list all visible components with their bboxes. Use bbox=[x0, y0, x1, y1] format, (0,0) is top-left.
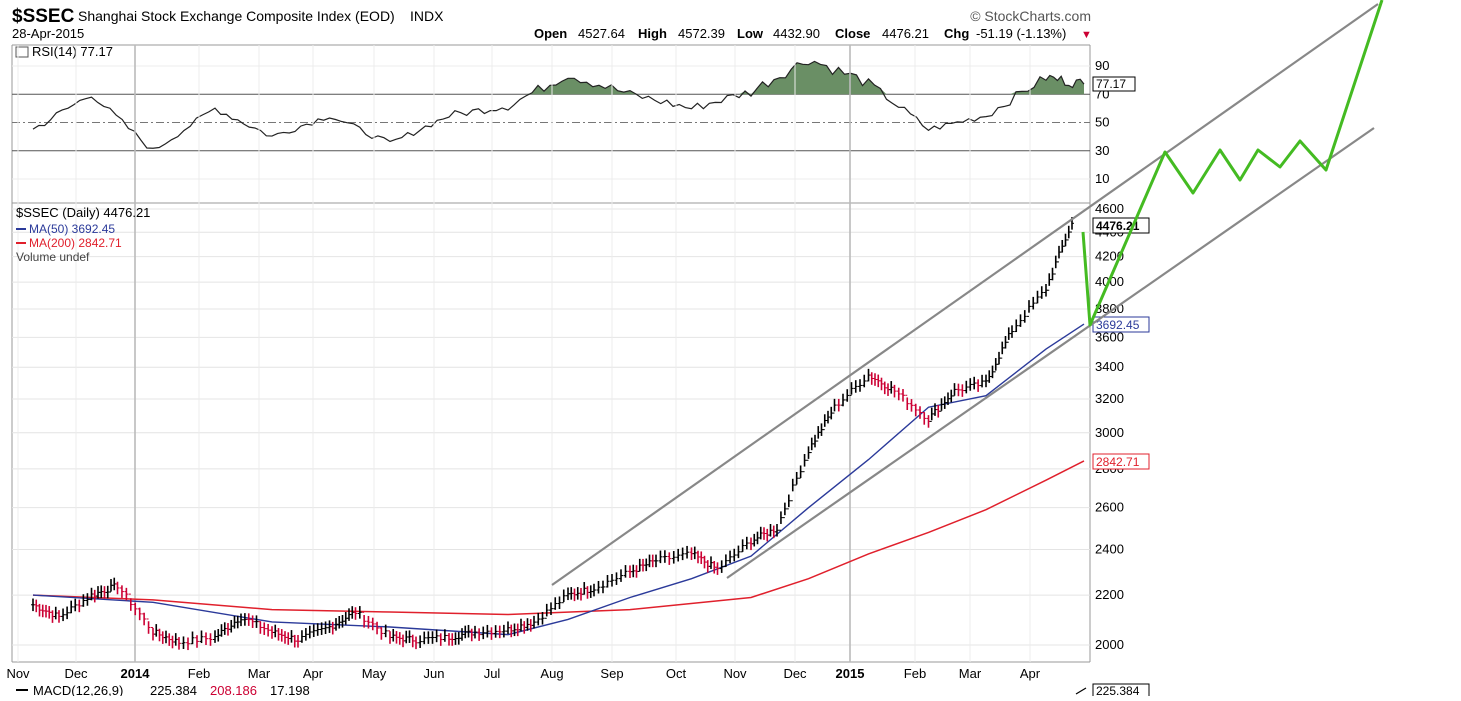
chart-header: $SSEC Shanghai Stock Exchange Composite … bbox=[12, 6, 1092, 41]
rsi-overbought-fill bbox=[33, 61, 1084, 95]
index-name: Shanghai Stock Exchange Composite Index … bbox=[78, 8, 395, 24]
price-tick-label: 3800 bbox=[1095, 301, 1124, 316]
time-tick-label: Dec bbox=[64, 666, 88, 681]
time-tick-label: Sep bbox=[600, 666, 623, 681]
rsi-legend: RSI(14) 77.17 bbox=[15, 44, 113, 59]
channel-upper-line bbox=[551, 3, 1379, 586]
rsi-tick-label: 10 bbox=[1095, 171, 1109, 186]
rsi-tick-label: 90 bbox=[1095, 58, 1109, 73]
rsi-tick-label: 50 bbox=[1095, 115, 1109, 130]
high-label: High bbox=[638, 26, 667, 41]
close-value: 4476.21 bbox=[882, 26, 929, 41]
time-tick-label: Feb bbox=[904, 666, 926, 681]
price-tick-label: 2600 bbox=[1095, 500, 1124, 515]
chg-value: -51.19 (-1.13%) bbox=[976, 26, 1066, 41]
macd-panel: MACD(12,26,9) 225.384 208.186 17.198 225… bbox=[16, 683, 1150, 699]
time-tick-label: Mar bbox=[248, 666, 271, 681]
time-tick-label: Feb bbox=[188, 666, 210, 681]
rsi-tag-box bbox=[1092, 76, 1136, 92]
macd-tag-text: 225.384 bbox=[1096, 684, 1140, 696]
ma50-legend: MA(50) 3692.45 bbox=[29, 222, 115, 236]
ma50-tag-text: 3692.45 bbox=[1096, 318, 1140, 332]
price-legend: $SSEC (Daily) 4476.21 MA(50) 3692.45 MA(… bbox=[16, 205, 150, 264]
time-tick-label: Jun bbox=[424, 666, 445, 681]
time-tick-label: Nov bbox=[6, 666, 30, 681]
projection-path bbox=[1081, 0, 1384, 327]
price-tick-label: 3400 bbox=[1095, 359, 1124, 374]
time-tick-label: Nov bbox=[723, 666, 747, 681]
price-bars bbox=[31, 217, 1074, 651]
price-tick-label: 3000 bbox=[1095, 425, 1124, 440]
price-legend-main: $SSEC (Daily) 4476.21 bbox=[16, 205, 150, 220]
time-tick-label: Oct bbox=[666, 666, 687, 681]
low-value: 4432.90 bbox=[773, 26, 820, 41]
time-tick-label: 2015 bbox=[836, 666, 865, 681]
symbol-title: $SSEC bbox=[12, 6, 75, 27]
time-axis: Nov Dec 2014 Feb Mar Apr May Jun Jul Aug Sep Oct Nov… bbox=[6, 666, 1040, 681]
watermark: © StockCharts.com bbox=[970, 8, 1091, 24]
chg-down-arrow-icon: ▼ bbox=[1081, 29, 1092, 41]
time-tick-label: Dec bbox=[783, 666, 807, 681]
chart-date: 28-Apr-2015 bbox=[12, 26, 84, 41]
rsi-tick-label: 30 bbox=[1095, 143, 1109, 158]
close-label: Close bbox=[835, 26, 870, 41]
ma50-line bbox=[32, 323, 1085, 636]
macd-value-2: 208.186 bbox=[210, 683, 257, 696]
macd-label: MACD(12,26,9) bbox=[33, 683, 123, 696]
rsi-legend-text: RSI(14) 77.17 bbox=[32, 44, 113, 59]
open-value: 4527.64 bbox=[578, 26, 625, 41]
low-label: Low bbox=[737, 26, 764, 41]
rsi-legend-icon bbox=[15, 46, 29, 58]
annotations bbox=[551, 0, 1384, 586]
ma200-legend: MA(200) 2842.71 bbox=[29, 236, 122, 250]
price-tick-label: 2200 bbox=[1095, 587, 1124, 602]
macd-value-3: 17.198 bbox=[270, 683, 310, 696]
macd-value-1: 225.384 bbox=[150, 683, 197, 696]
price-tick-label: 4600 bbox=[1095, 201, 1124, 216]
time-tick-label: 2014 bbox=[121, 666, 151, 681]
exchange-label: INDX bbox=[410, 8, 444, 24]
price-tick-label: 3600 bbox=[1095, 329, 1124, 344]
ma50-tag: 3692.45 bbox=[1092, 316, 1150, 333]
time-tick-label: Aug bbox=[540, 666, 563, 681]
ma200-tag-text: 2842.71 bbox=[1096, 455, 1140, 469]
time-tick-label: Apr bbox=[1020, 666, 1041, 681]
rsi-value-tag: 77.17 bbox=[1092, 76, 1136, 92]
ma200-tag-box bbox=[1092, 453, 1150, 470]
time-tick-label: May bbox=[362, 666, 387, 681]
price-tick-label: 2400 bbox=[1095, 542, 1124, 557]
price-tag: 4476.21 bbox=[1092, 217, 1150, 234]
open-label: Open bbox=[534, 26, 567, 41]
price-tick-label: 3200 bbox=[1095, 391, 1124, 406]
price-panel: 4600440042004000380036003400320030002800… bbox=[6, 45, 1150, 681]
price-gridlines bbox=[12, 45, 1090, 662]
rsi-line bbox=[32, 60, 1085, 149]
macd-line-end bbox=[1075, 687, 1087, 695]
time-tick-label: Mar bbox=[959, 666, 982, 681]
volume-legend: Volume undef bbox=[16, 250, 90, 264]
price-axis: 4600440042004000380036003400320030002800… bbox=[1095, 201, 1124, 652]
chg-label: Chg bbox=[944, 26, 969, 41]
price-tick-label: 2000 bbox=[1095, 637, 1124, 652]
price-tag-text: 4476.21 bbox=[1096, 219, 1140, 233]
high-value: 4572.39 bbox=[678, 26, 725, 41]
channel-lower-line bbox=[726, 127, 1375, 579]
ma200-tag: 2842.71 bbox=[1092, 453, 1150, 470]
time-tick-label: Jul bbox=[484, 666, 501, 681]
rsi-gridlines bbox=[12, 65, 1090, 180]
ma200-line bbox=[32, 460, 1085, 616]
rsi-tag-text: 77.17 bbox=[1096, 77, 1126, 91]
time-tick-label: Apr bbox=[303, 666, 324, 681]
